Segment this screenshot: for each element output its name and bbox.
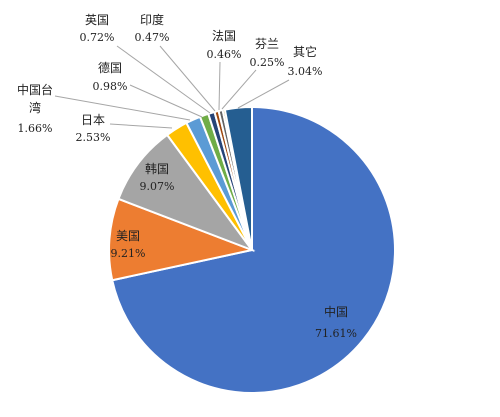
label-value-slice-10: 3.04% [288, 65, 323, 78]
leader-line-slice-6 [116, 45, 211, 114]
leader-line-slice-10 [237, 79, 290, 109]
leader-line-slice-8 [218, 61, 221, 111]
label-value-slice-9: 0.25% [250, 56, 285, 69]
label-value-slice-8: 0.46% [207, 48, 242, 61]
label-value-slice-7: 0.47% [135, 31, 170, 44]
label-name-slice-7: 印度 [140, 12, 164, 27]
label-name-slice-2: 韩国 [145, 161, 169, 176]
pie-slice-1 [108, 197, 256, 282]
label-value-slice-1: 9.21% [111, 247, 146, 260]
leader-line-slice-7 [159, 45, 216, 112]
label-name-slice-5: 德国 [98, 60, 122, 75]
label-name-slice-0: 中国 [324, 304, 348, 319]
leader-line-slice-3 [109, 123, 173, 129]
label-value-slice-6: 0.72% [80, 31, 115, 44]
label-name-slice-4-line1: 中国台 [17, 82, 53, 97]
leader-line-slice-5 [129, 84, 203, 118]
label-value-slice-3: 2.53% [76, 131, 111, 144]
label-value-slice-5: 0.98% [93, 80, 128, 93]
label-name-slice-9: 芬兰 [255, 37, 279, 51]
leader-line-slice-9 [221, 69, 257, 110]
pie-slice-2 [117, 133, 255, 253]
label-name-slice-3: 日本 [81, 113, 105, 127]
label-value-slice-4: 1.66% [18, 122, 53, 135]
label-name-slice-1: 美国 [116, 229, 140, 243]
label-name-slice-10: 其它 [293, 44, 317, 59]
label-value-slice-0: 71.61% [315, 327, 357, 340]
leader-line-slice-4 [54, 95, 191, 121]
label-name-slice-6: 英国 [85, 13, 109, 27]
label-name-slice-4-line2: 湾 [29, 100, 41, 115]
label-value-slice-2: 9.07% [140, 180, 175, 193]
label-name-slice-8: 法国 [212, 29, 236, 43]
